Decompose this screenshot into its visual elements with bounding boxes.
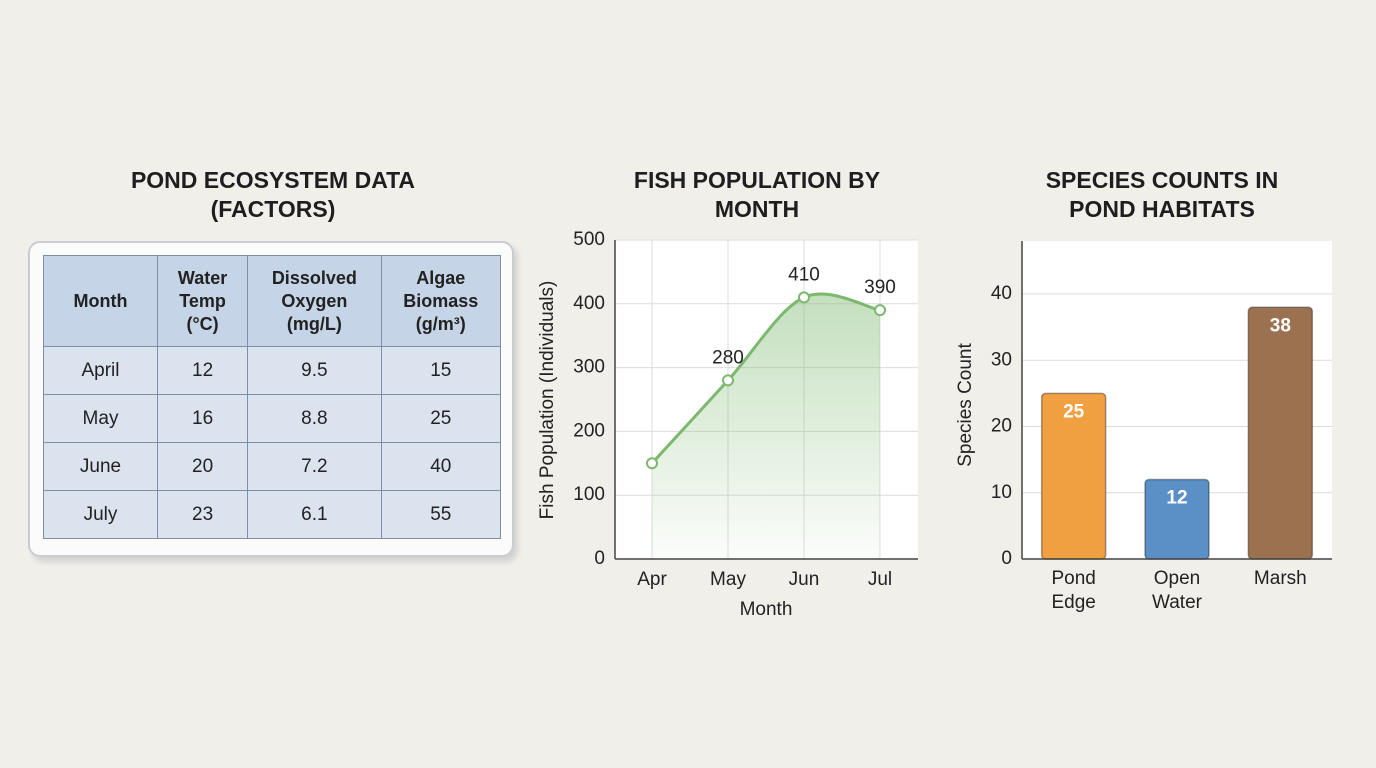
- table-cell: 6.1: [247, 490, 382, 539]
- chart-title: FISH POPULATION BY MONTH: [633, 167, 881, 222]
- table-cell: 7.2: [247, 442, 382, 491]
- table-cell: 40: [380, 442, 502, 491]
- table-cell: June: [43, 442, 158, 491]
- column-header: Month: [43, 255, 158, 347]
- x-tick-label: Marsh: [1253, 568, 1307, 589]
- value-label: 390: [864, 277, 896, 298]
- value-label: 12: [1166, 488, 1187, 509]
- y-tick-label: 0: [1001, 548, 1012, 569]
- y-tick-label: 30: [991, 349, 1012, 370]
- table-cell: 25: [380, 394, 502, 443]
- table-cell: 20: [156, 442, 249, 491]
- point: [646, 457, 658, 470]
- x-axis-label: Month: [740, 599, 793, 620]
- x-tick-label: Jun: [789, 569, 820, 590]
- y-tick-label: 0: [594, 548, 605, 569]
- y-axis-label: Fish Population (Individuals): [537, 281, 558, 520]
- data-table: Month Water Temp (°C) Dissolved Oxygen (mg…: [43, 255, 502, 539]
- area: [652, 294, 880, 559]
- bar: [1247, 306, 1314, 560]
- chart-title: SPECIES COUNTS IN POND HABITATS: [1045, 167, 1279, 222]
- table-row: July 23 6.1 55: [43, 490, 502, 539]
- y-tick-label: 400: [573, 293, 605, 314]
- table-cell: 16: [156, 394, 249, 443]
- y-tick-label: 200: [573, 420, 605, 441]
- x-tick-label: May: [710, 569, 746, 590]
- table-row: May 16 8.8 25: [43, 394, 502, 443]
- value-label: 25: [1063, 401, 1085, 422]
- table-cell: July: [43, 490, 158, 539]
- table-cell: May: [43, 394, 158, 443]
- point: [798, 291, 810, 304]
- x-tick-label: Pond Edge: [1051, 568, 1096, 613]
- line: [650, 292, 881, 465]
- x-tick-label: Jul: [868, 569, 892, 590]
- table-cell: 23: [156, 490, 249, 539]
- value-label: 410: [788, 264, 820, 285]
- table-cell: 9.5: [247, 346, 382, 395]
- table-cell: 15: [380, 346, 502, 395]
- table-cell: 12: [156, 346, 249, 395]
- table-cell: 8.8: [247, 394, 382, 443]
- table-card: Month Water Temp (°C) Dissolved Oxygen (mg…: [28, 241, 514, 557]
- x-tick-label: Apr: [637, 569, 667, 590]
- y-tick-label: 20: [991, 416, 1012, 437]
- y-tick-label: 10: [991, 482, 1012, 503]
- table-title: POND ECOSYSTEM DATA (FACTORS): [130, 167, 416, 222]
- value-label: 38: [1270, 315, 1291, 336]
- column-header: Algae Biomass (g/m³): [380, 255, 502, 347]
- y-tick-label: 300: [573, 357, 605, 378]
- table-cell: April: [43, 346, 158, 395]
- table-row: April 12 9.5 15: [43, 346, 502, 395]
- y-tick-label: 500: [573, 229, 605, 250]
- y-axis-label: Species Count: [955, 342, 976, 466]
- x-tick-label: Open Water: [1152, 568, 1202, 613]
- y-tick-label: 100: [573, 484, 605, 505]
- point: [874, 304, 886, 317]
- table-row: June 20 7.2 40: [43, 442, 502, 491]
- column-header: Water Temp (°C): [156, 255, 249, 347]
- y-tick-label: 40: [991, 283, 1012, 304]
- header-row: Month Water Temp (°C) Dissolved Oxygen (mg…: [43, 255, 502, 347]
- table-cell: 55: [380, 490, 502, 539]
- value-label: 280: [712, 347, 744, 368]
- point: [722, 374, 734, 387]
- column-header: Dissolved Oxygen (mg/L): [247, 255, 382, 347]
